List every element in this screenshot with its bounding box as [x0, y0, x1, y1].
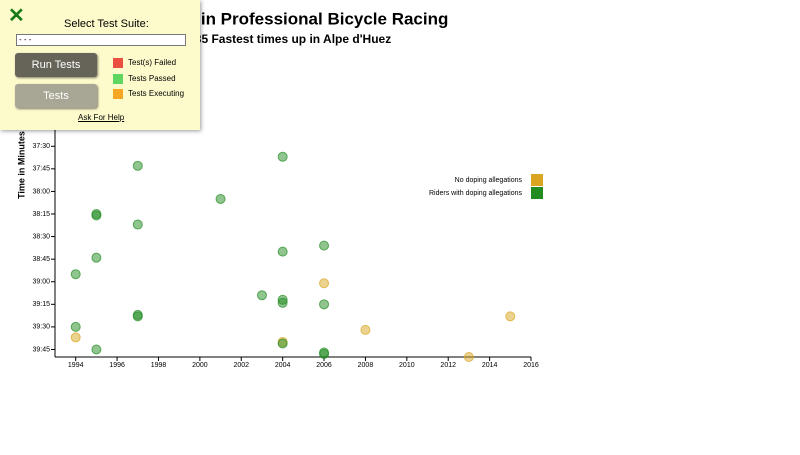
- x-tick-label: 2012: [440, 362, 456, 369]
- y-tick-label: 37:30: [32, 143, 50, 150]
- x-tick-label: 2010: [399, 362, 415, 369]
- x-tick-label: 2008: [358, 362, 374, 369]
- status-label: Tests Passed: [128, 74, 176, 83]
- x-tick-label: 2000: [192, 362, 208, 369]
- data-point: [277, 151, 288, 162]
- data-point: [91, 252, 102, 263]
- data-point: [256, 290, 267, 301]
- status-label: Test(s) Failed: [128, 58, 177, 67]
- y-tick-label: 39:15: [32, 301, 50, 308]
- x-tick-label: 1994: [68, 362, 84, 369]
- x-tick-label: 2002: [233, 362, 249, 369]
- y-tick-label: 38:30: [32, 233, 50, 240]
- data-point: [91, 344, 102, 355]
- y-tick-label: 38:15: [32, 211, 50, 218]
- close-icon[interactable]: ✕: [8, 5, 25, 27]
- status-label: Tests Executing: [128, 89, 185, 98]
- run-tests-button[interactable]: Run Tests: [15, 53, 97, 77]
- data-point: [132, 311, 143, 322]
- y-axis-label: Time in Minutes: [16, 131, 26, 199]
- data-point: [91, 210, 102, 221]
- data-point: [70, 269, 81, 280]
- y-tick-label: 38:45: [32, 256, 50, 263]
- x-tick-label: 2016: [523, 362, 539, 369]
- data-point: [360, 324, 371, 335]
- x-tick-label: 1996: [109, 362, 125, 369]
- x-tick-label: 1998: [151, 362, 167, 369]
- chart-title: Doping in Professional Bicycle Racing: [138, 9, 449, 28]
- legend-label: No doping allegations: [455, 177, 523, 184]
- x-tick-label: 2004: [275, 362, 291, 369]
- data-point: [277, 338, 288, 349]
- y-tick-label: 37:45: [32, 166, 50, 173]
- data-point: [277, 297, 288, 308]
- legend-swatch: [531, 187, 543, 199]
- data-point: [319, 278, 330, 289]
- panel-heading: Select Test Suite:: [64, 18, 149, 30]
- data-point: [70, 332, 81, 343]
- y-tick-label: 39:45: [32, 346, 50, 353]
- status-swatch: [113, 74, 123, 84]
- data-point: [463, 352, 474, 362]
- status-swatch: [113, 58, 123, 68]
- chart-subtitle: 35 Fastest times up in Alpe d'Huez: [195, 32, 391, 46]
- y-tick-label: 39:00: [32, 279, 50, 286]
- tests-button[interactable]: Tests: [15, 84, 97, 108]
- data-point: [505, 311, 516, 322]
- test-panel: ✕ Select Test Suite: - - - Run Tests Tes…: [0, 0, 200, 130]
- data-point: [132, 219, 143, 230]
- suite-select[interactable]: - - -: [16, 34, 186, 46]
- data-point: [319, 240, 330, 251]
- x-tick-label: 2014: [482, 362, 498, 369]
- data-point: [215, 193, 226, 204]
- data-point: [277, 246, 288, 257]
- data-point: [132, 160, 143, 171]
- data-point: [319, 348, 330, 359]
- x-tick-label: 2006: [316, 362, 332, 369]
- status-swatch: [113, 89, 123, 99]
- y-tick-label: 38:00: [32, 188, 50, 195]
- y-tick-label: 39:30: [32, 324, 50, 331]
- legend-label: Riders with doping allegations: [429, 190, 522, 197]
- help-link[interactable]: Ask For Help: [78, 113, 125, 122]
- legend-swatch: [531, 174, 543, 186]
- data-point: [319, 299, 330, 310]
- data-point: [70, 321, 81, 332]
